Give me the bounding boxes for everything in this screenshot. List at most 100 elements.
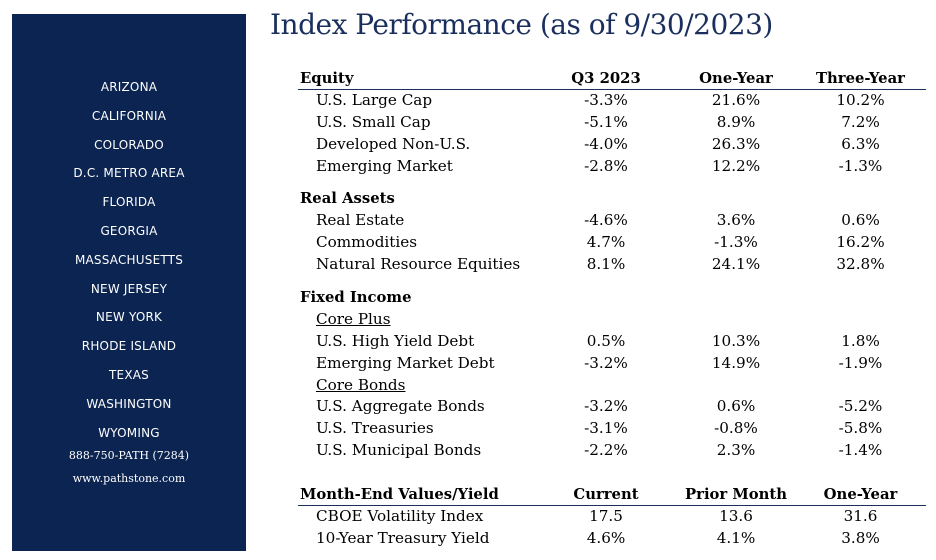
cell-value: -4.0% — [584, 134, 628, 153]
cell-value: 17.5 — [589, 507, 623, 526]
table-row: Natural Resource Equities 8.1% 24.1% 32.… — [298, 254, 926, 276]
location-item: WYOMING — [98, 425, 160, 440]
row-label: CBOE Volatility Index — [316, 507, 484, 526]
equity-section-label: Equity — [300, 70, 354, 87]
location-item: CALIFORNIA — [91, 108, 167, 123]
cell-value: 10.2% — [836, 90, 885, 109]
column-header-prior-month: Prior Month — [685, 486, 787, 504]
table-row: U.S. Small Cap -5.1% 8.9% 7.2% — [298, 112, 926, 134]
cell-value: -1.3% — [838, 156, 883, 175]
page-title: Index Performance (as of 9/30/2023) — [270, 8, 773, 41]
row-label: Developed Non-U.S. — [316, 134, 471, 153]
month-end-section-label: Month-End Values/Yield — [300, 486, 499, 504]
row-label: Real Estate — [316, 211, 405, 230]
core-bonds-label: Core Bonds — [316, 375, 406, 394]
column-header-q3: Q3 2023 — [571, 70, 641, 87]
column-header-one-year: One-Year — [699, 70, 773, 87]
real-assets-header-row: Real Assets — [298, 188, 926, 210]
cell-value: 31.6 — [843, 507, 878, 526]
cell-value: -5.8% — [838, 419, 883, 438]
sidebar: ARIZONA CALIFORNIA COLORADO D.C. METRO A… — [12, 14, 246, 551]
cell-value: 21.6% — [711, 90, 761, 109]
cell-value: 10.3% — [711, 331, 761, 350]
location-item: NEW JERSEY — [90, 281, 168, 296]
cell-value: -3.2% — [584, 397, 628, 416]
phone-number: 888-750-PATH (7284) — [68, 449, 190, 462]
location-item: TEXAS — [109, 367, 149, 382]
row-label: U.S. Treasuries — [316, 419, 434, 438]
month-end-header-row: Month-End Values/Yield Current Prior Mon… — [298, 484, 926, 507]
table-row: Emerging Market Debt -3.2% 14.9% -1.9% — [298, 353, 926, 375]
location-item: WASHINGTON — [86, 396, 172, 411]
table-row: U.S. High Yield Debt 0.5% 10.3% 1.8% — [298, 331, 926, 353]
equity-header-row: Equity Q3 2023 One-Year Three-Year — [298, 68, 926, 90]
cell-value: 13.6 — [719, 507, 753, 526]
row-label: Emerging Market — [316, 156, 453, 175]
cell-value: 8.1% — [586, 255, 626, 274]
row-label: U.S. Small Cap — [316, 112, 431, 131]
cell-value: 3.6% — [716, 211, 756, 230]
office-locations-list: ARIZONA CALIFORNIA COLORADO D.C. METRO A… — [12, 80, 246, 454]
cell-value: -3.2% — [584, 353, 628, 372]
cell-value: 32.8% — [836, 255, 885, 274]
cell-value: 4.1% — [716, 528, 756, 547]
location-item: NEW YORK — [95, 310, 163, 325]
performance-table: Equity Q3 2023 One-Year Three-Year U.S. … — [298, 68, 926, 550]
cell-value: -3.1% — [584, 419, 628, 438]
table-row: Developed Non-U.S. -4.0% 26.3% 6.3% — [298, 134, 926, 156]
cell-value: -2.2% — [584, 441, 628, 460]
table-row: U.S. Large Cap -3.3% 21.6% 10.2% — [298, 90, 926, 112]
row-label: Commodities — [316, 233, 418, 252]
website-link[interactable]: www.pathstone.com — [72, 472, 186, 485]
cell-value: 16.2% — [836, 233, 885, 252]
real-assets-section-label: Real Assets — [300, 190, 395, 208]
table-row: 10-Year Treasury Yield 4.6% 4.1% 3.8% — [298, 528, 926, 550]
location-item: ARIZONA — [100, 80, 158, 94]
cell-value: -3.3% — [584, 90, 628, 109]
cell-value: 6.3% — [841, 134, 880, 153]
table-row: U.S. Treasuries -3.1% -0.8% -5.8% — [298, 418, 926, 440]
cell-value: 3.8% — [841, 528, 880, 547]
cell-value: 12.2% — [711, 156, 761, 175]
cell-value: -2.8% — [584, 156, 628, 175]
table-row: U.S. Municipal Bonds -2.2% 2.3% -1.4% — [298, 440, 926, 462]
column-header-current: Current — [573, 486, 639, 504]
cell-value: -5.2% — [838, 397, 883, 416]
cell-value: -5.1% — [584, 112, 628, 131]
table-row: Emerging Market -2.8% 12.2% -1.3% — [298, 156, 926, 178]
cell-value: -1.4% — [838, 441, 883, 460]
table-row: Real Estate -4.6% 3.6% 0.6% — [298, 210, 926, 232]
row-label: Emerging Market Debt — [316, 353, 495, 372]
cell-value: 0.5% — [586, 331, 626, 350]
table-row: U.S. Aggregate Bonds -3.2% 0.6% -5.2% — [298, 396, 926, 418]
core-plus-label: Core Plus — [316, 309, 391, 328]
cell-value: -1.3% — [714, 233, 758, 252]
cell-value: 2.3% — [716, 441, 756, 460]
column-header-three-year: Three-Year — [816, 70, 905, 87]
cell-value: -0.8% — [714, 419, 758, 438]
column-header-one-year: One-Year — [823, 486, 898, 504]
table-row: CBOE Volatility Index 17.5 13.6 31.6 — [298, 506, 926, 528]
location-item: GEORGIA — [100, 223, 158, 238]
cell-value: 4.6% — [586, 528, 626, 547]
cell-value: 26.3% — [711, 134, 761, 153]
row-label: U.S. High Yield Debt — [316, 331, 475, 350]
location-item: D.C. METRO AREA — [73, 166, 185, 181]
location-item: COLORADO — [94, 137, 164, 152]
cell-value: 4.7% — [586, 233, 626, 252]
cell-value: 0.6% — [841, 211, 880, 230]
core-plus-subheader: Core Plus — [298, 309, 926, 331]
location-item: RHODE ISLAND — [81, 339, 177, 354]
cell-value: 8.9% — [716, 112, 756, 131]
table-row: Commodities 4.7% -1.3% 16.2% — [298, 232, 926, 254]
cell-value: -1.9% — [838, 353, 883, 372]
cell-value: 0.6% — [716, 397, 756, 416]
cell-value: 1.8% — [841, 331, 880, 350]
cell-value: -4.6% — [584, 211, 628, 230]
cell-value: 7.2% — [841, 112, 880, 131]
row-label: U.S. Municipal Bonds — [316, 441, 482, 460]
row-label: U.S. Aggregate Bonds — [316, 397, 485, 416]
cell-value: 14.9% — [711, 353, 761, 372]
location-item: FLORIDA — [102, 195, 156, 210]
location-item: MASSACHUSETTS — [74, 252, 184, 267]
